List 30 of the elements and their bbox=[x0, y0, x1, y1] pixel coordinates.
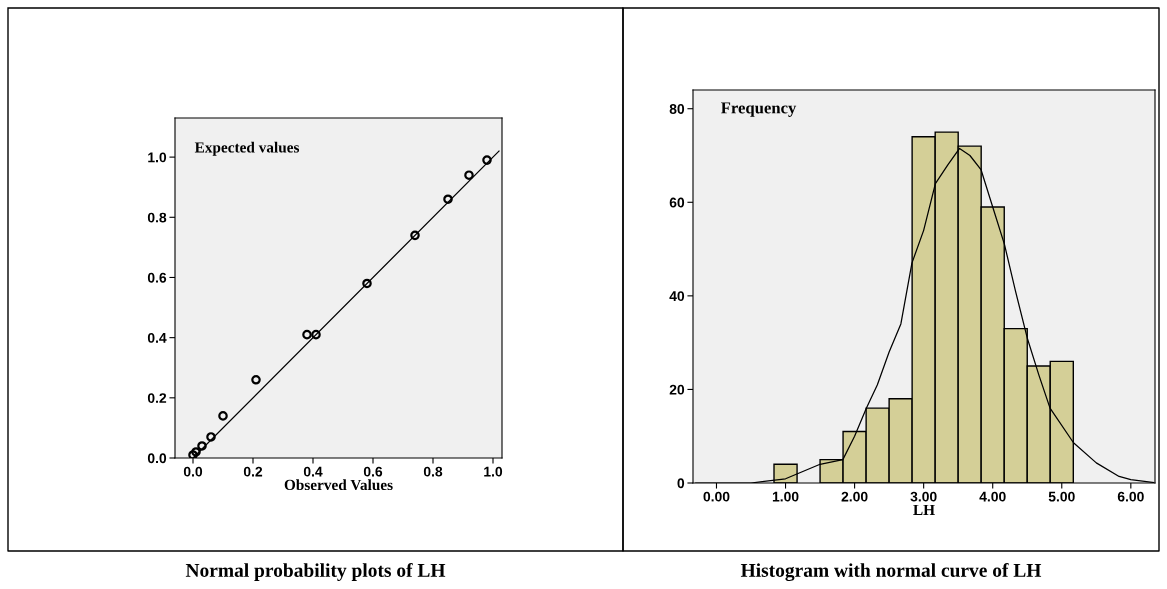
y-tick-label: 0 bbox=[677, 478, 685, 489]
x-axis-title: LH bbox=[913, 504, 935, 515]
y-tick-label: 0.2 bbox=[147, 393, 167, 403]
y-tick-label: 0.6 bbox=[147, 272, 167, 283]
x-tick-label: 5.00 bbox=[1048, 491, 1075, 502]
x-tick-label: 3.00 bbox=[910, 491, 937, 502]
y-tick-label: 1.0 bbox=[148, 152, 167, 163]
y-axis-title: Frequency bbox=[721, 102, 797, 117]
y-tick-label: 60 bbox=[669, 197, 685, 208]
y-tick-label: 0.8 bbox=[147, 212, 167, 223]
y-tick-label: 0.4 bbox=[147, 332, 167, 343]
y-tick-label: 40 bbox=[669, 291, 685, 302]
x-tick-label: 0.00 bbox=[703, 491, 730, 502]
x-tick-label: 0.8 bbox=[423, 466, 443, 477]
x-tick-label: 1.00 bbox=[772, 491, 799, 502]
y-tick-label: 80 bbox=[669, 104, 685, 114]
x-tick-label: 0.6 bbox=[363, 466, 383, 477]
x-tick-label: 4.00 bbox=[979, 491, 1006, 502]
x-tick-label: 6.00 bbox=[1117, 491, 1144, 502]
text: Normal probability plots of LH bbox=[185, 563, 446, 581]
y-tick-label: 0.0 bbox=[147, 453, 167, 464]
x-tick-label: 1.0 bbox=[484, 466, 503, 477]
x-tick-label: 0.2 bbox=[243, 466, 263, 477]
x-tick-label: 0.4 bbox=[303, 466, 323, 477]
y-axis-title: Expected values bbox=[194, 141, 300, 156]
y-tick-label: 20 bbox=[669, 384, 685, 395]
x-tick-label: 0.0 bbox=[183, 466, 203, 477]
x-tick-label: 2.00 bbox=[841, 491, 868, 502]
text: Histogram with normal curve of LH bbox=[740, 563, 1042, 581]
x-axis-title: Observed Values bbox=[284, 479, 393, 491]
